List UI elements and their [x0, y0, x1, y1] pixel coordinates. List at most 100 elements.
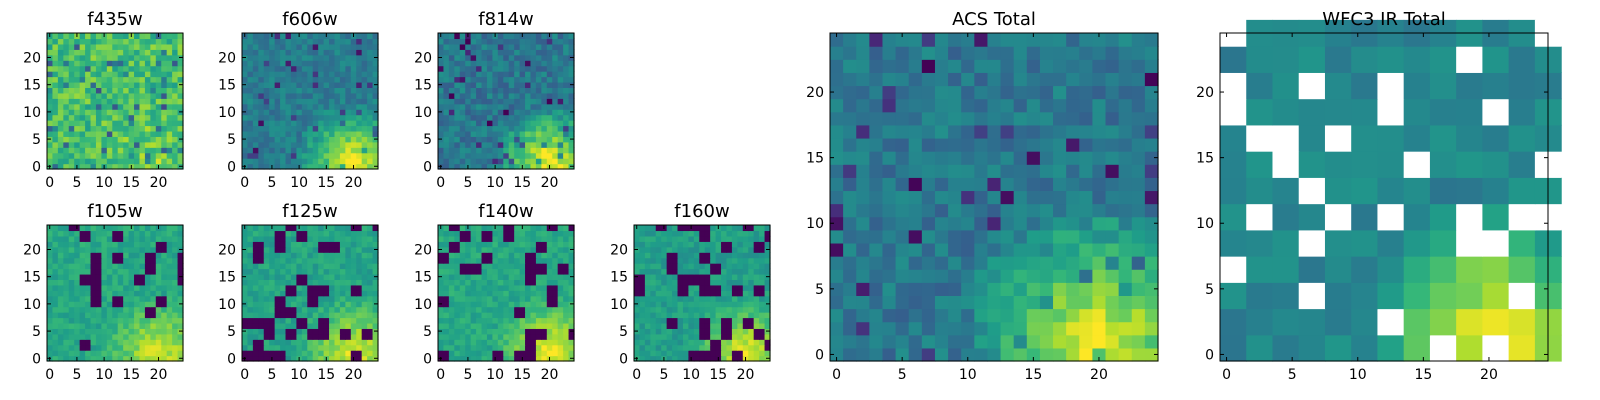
- heatmap-cell: [90, 98, 97, 105]
- heatmap-cell: [95, 92, 102, 99]
- heatmap-cell: [263, 301, 270, 308]
- heatmap-cell: [470, 54, 477, 61]
- heatmap-cell: [290, 38, 297, 45]
- heatmap-cell: [830, 242, 844, 257]
- heatmap-cell: [563, 81, 570, 88]
- heatmap-cell: [438, 312, 445, 319]
- heatmap-cell: [263, 136, 270, 143]
- heatmap-cell: [307, 328, 314, 335]
- x-tick-label: 0: [240, 175, 249, 191]
- heatmap-cell: [139, 92, 146, 99]
- heatmap-cell: [514, 257, 521, 264]
- heatmap-cell: [90, 333, 97, 340]
- heatmap-cell: [128, 60, 135, 67]
- heatmap-cell: [699, 301, 706, 308]
- heatmap-cell: [704, 290, 711, 297]
- heatmap-cell: [318, 241, 325, 248]
- heatmap-cell: [85, 65, 92, 72]
- heatmap-cell: [47, 339, 54, 346]
- heatmap-cell: [552, 284, 559, 291]
- heatmap-cell: [465, 54, 472, 61]
- heatmap-cell: [90, 235, 97, 242]
- heatmap-cell: [486, 290, 493, 297]
- heatmap-cell: [90, 38, 97, 45]
- heatmap-cell: [112, 273, 119, 280]
- heatmap-cell: [85, 284, 92, 291]
- heatmap-cell: [563, 241, 570, 248]
- heatmap-cell: [290, 312, 297, 319]
- heatmap-cell: [367, 54, 374, 61]
- heatmap-cell: [177, 76, 184, 83]
- heatmap-cell: [258, 65, 265, 72]
- heatmap-cell: [514, 76, 521, 83]
- heatmap-cell: [128, 65, 135, 72]
- heatmap-cell: [334, 279, 341, 286]
- heatmap-cell: [568, 125, 575, 132]
- heatmap-cell: [961, 190, 975, 205]
- heatmap-cell: [112, 76, 119, 83]
- heatmap-cell: [843, 242, 857, 257]
- x-tick-label: 15: [513, 175, 531, 191]
- heatmap-cell: [290, 103, 297, 110]
- heatmap-cell: [753, 230, 760, 237]
- heatmap-cell: [661, 273, 668, 280]
- heatmap-cell: [301, 65, 308, 72]
- heatmap-cell: [117, 125, 124, 132]
- heatmap-cell: [759, 301, 766, 308]
- heatmap-cell: [519, 125, 526, 132]
- heatmap-cell: [443, 81, 450, 88]
- heatmap-cell: [525, 355, 532, 362]
- heatmap-cell: [448, 76, 455, 83]
- heatmap-cell: [290, 344, 297, 351]
- heatmap-cell: [639, 355, 646, 362]
- heatmap-cell: [150, 252, 157, 259]
- y-tick-label: 20: [414, 242, 432, 258]
- heatmap-cell: [166, 43, 173, 50]
- heatmap-cell: [296, 268, 303, 275]
- heatmap-cell: [454, 71, 461, 78]
- heatmap-cell: [443, 114, 450, 121]
- heatmap-cell: [329, 49, 336, 56]
- heatmap-cell: [252, 158, 259, 165]
- heatmap-cell: [290, 65, 297, 72]
- heatmap-cell: [90, 152, 97, 159]
- heatmap-cell: [63, 158, 70, 165]
- heatmap-cell: [252, 109, 259, 116]
- heatmap-cell: [252, 60, 259, 67]
- heatmap-cell: [568, 130, 575, 137]
- heatmap-cell: [161, 273, 168, 280]
- heatmap-cell: [443, 152, 450, 159]
- heatmap-cell: [117, 147, 124, 154]
- heatmap-cell: [546, 290, 553, 297]
- heatmap-cell: [128, 43, 135, 50]
- heatmap-cell: [307, 81, 314, 88]
- heatmap-cell: [128, 290, 135, 297]
- heatmap-cell: [666, 230, 673, 237]
- heatmap-cell: [242, 263, 249, 270]
- heatmap-cell: [150, 38, 157, 45]
- heatmap-cell: [150, 136, 157, 143]
- heatmap-cell: [476, 103, 483, 110]
- heatmap-cell: [1118, 347, 1133, 362]
- heatmap-cell: [704, 322, 711, 329]
- heatmap-cell: [155, 147, 162, 154]
- heatmap-cell: [301, 109, 308, 116]
- heatmap-cell: [710, 301, 717, 308]
- heatmap-cell: [693, 279, 700, 286]
- heatmap-cell: [117, 81, 124, 88]
- heatmap-cell: [90, 225, 97, 232]
- heatmap-cell: [334, 295, 341, 302]
- heatmap-cell: [329, 339, 336, 346]
- heatmap-cell: [166, 235, 173, 242]
- heatmap-cell: [361, 225, 368, 232]
- heatmap-cell: [541, 147, 548, 154]
- y-tick-label: 20: [23, 50, 41, 66]
- heatmap-cell: [177, 333, 184, 340]
- heatmap-cell: [361, 301, 368, 308]
- heatmap-cell: [481, 295, 488, 302]
- heatmap-cell: [263, 263, 270, 270]
- heatmap-cell: [161, 136, 168, 143]
- heatmap-cell: [514, 279, 521, 286]
- heatmap-cell: [74, 81, 81, 88]
- heatmap-cell: [85, 163, 92, 170]
